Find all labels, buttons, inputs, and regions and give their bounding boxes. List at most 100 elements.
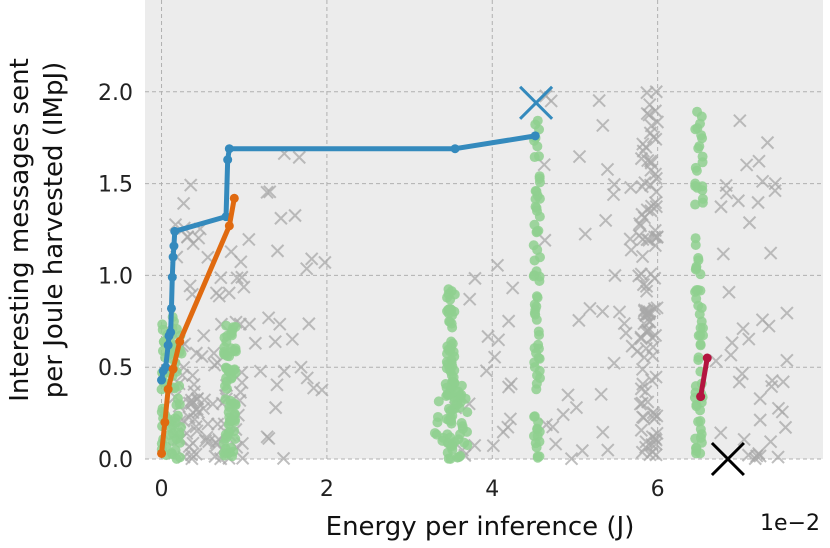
green-dot-point xyxy=(446,304,457,315)
green-dot-point xyxy=(529,255,540,266)
green-dot-point xyxy=(230,367,241,378)
green-dot-point xyxy=(695,118,706,129)
green-dot-point xyxy=(690,264,701,275)
gray-x-point xyxy=(731,194,746,208)
gray-x-point xyxy=(196,329,211,343)
gray-x-point xyxy=(207,346,221,360)
green-dot-point xyxy=(696,429,707,440)
gray-x-point xyxy=(487,350,502,364)
gray-x-point xyxy=(538,233,552,247)
gray-x-point xyxy=(315,383,329,397)
y-axis-label-line2: per Joule harvested (IMpJ) xyxy=(39,62,69,399)
gray-x-point xyxy=(639,284,654,298)
gray-x-point xyxy=(608,268,622,283)
green-dot-point xyxy=(532,244,543,255)
gray-x-point xyxy=(479,364,494,378)
green-dot-point xyxy=(528,271,539,282)
gray-x-point xyxy=(650,115,665,129)
series-line xyxy=(159,133,536,381)
gray-x-point xyxy=(462,292,477,306)
gray-x-point xyxy=(724,348,738,362)
gray-x-point xyxy=(190,402,204,416)
gray-x-point xyxy=(490,258,505,273)
green-dot-point xyxy=(529,152,540,163)
gray-x-point xyxy=(649,437,663,451)
series-point xyxy=(530,131,540,141)
gray-x-point xyxy=(606,187,621,202)
green-dot-point xyxy=(221,320,232,331)
x-tick-label: 4 xyxy=(485,477,499,502)
series-point xyxy=(229,193,239,203)
gray-x-point xyxy=(253,364,268,378)
green-dot-point xyxy=(157,324,168,335)
gray-x-point xyxy=(753,413,767,427)
series-layer xyxy=(157,85,745,477)
gray-x-point xyxy=(561,388,575,402)
green-dot-point xyxy=(167,436,178,447)
gray-x-point xyxy=(649,370,663,384)
green-dot-point xyxy=(534,451,545,462)
gray-x-point xyxy=(638,440,653,454)
green-dot-point xyxy=(449,289,460,300)
gray-x-point xyxy=(260,185,274,200)
y-axis-label-line1: Interesting messages sent xyxy=(5,58,35,402)
gray-x-point xyxy=(725,336,739,350)
gray-x-point xyxy=(763,246,778,260)
gray-x-point xyxy=(273,317,287,331)
gray-x-point xyxy=(634,423,649,437)
gray-x-point xyxy=(268,335,282,349)
gray-x-point xyxy=(318,255,332,270)
gray-x-point xyxy=(201,417,215,431)
gray-x-point xyxy=(648,104,663,118)
gray-x-point xyxy=(649,448,663,462)
gray-x-point xyxy=(206,397,220,411)
series-point xyxy=(166,303,176,313)
gray-x-point xyxy=(300,371,314,385)
gray-x-point xyxy=(637,304,652,318)
gray-x-point xyxy=(274,211,288,225)
green-dot-point xyxy=(532,115,543,126)
gray-x-point xyxy=(649,433,663,447)
series-point xyxy=(166,327,176,337)
green-dot-point xyxy=(441,363,452,374)
series-point xyxy=(161,362,171,372)
gray-x-point xyxy=(751,195,765,210)
gray-x-point xyxy=(601,443,615,457)
green-dot-point xyxy=(229,409,240,420)
gray-x-point xyxy=(184,178,198,192)
x-axis-label: Energy per inference (J) xyxy=(326,512,635,542)
gray-x-point xyxy=(753,391,767,406)
gray-x-point xyxy=(714,426,728,440)
large-x-marker xyxy=(519,85,554,120)
gray-x-point xyxy=(624,180,638,195)
gray-x-point xyxy=(189,447,203,461)
gray-x-point xyxy=(776,375,790,389)
green-dot-point xyxy=(531,291,542,302)
series-point xyxy=(224,144,234,154)
gray-x-point xyxy=(634,267,649,281)
y-tick-label: 0.0 xyxy=(98,448,133,473)
gray-x-point xyxy=(491,333,506,347)
gray-x-point xyxy=(277,364,291,379)
series-point xyxy=(167,272,177,282)
green-dot-point xyxy=(697,157,708,168)
green-dot-point xyxy=(692,106,703,117)
gray-x-point xyxy=(600,162,615,177)
gray-x-point xyxy=(650,230,664,244)
gray-x-point xyxy=(486,439,501,453)
gray-x-point xyxy=(760,135,775,150)
gray-x-point xyxy=(288,208,302,223)
gray-x-point xyxy=(642,305,657,319)
gray-x-point xyxy=(501,420,515,434)
green-dot-point xyxy=(219,342,230,353)
gray-x-point xyxy=(633,397,648,411)
gray-x-point xyxy=(198,434,213,448)
green-dot-point xyxy=(173,427,184,438)
series-point xyxy=(157,375,167,385)
gray-x-point xyxy=(505,281,520,295)
gray-x-point xyxy=(468,271,482,286)
series-point xyxy=(696,392,706,402)
gray-x-point xyxy=(648,328,663,343)
green-dot-point xyxy=(230,433,241,444)
gray-x-point xyxy=(304,252,319,266)
